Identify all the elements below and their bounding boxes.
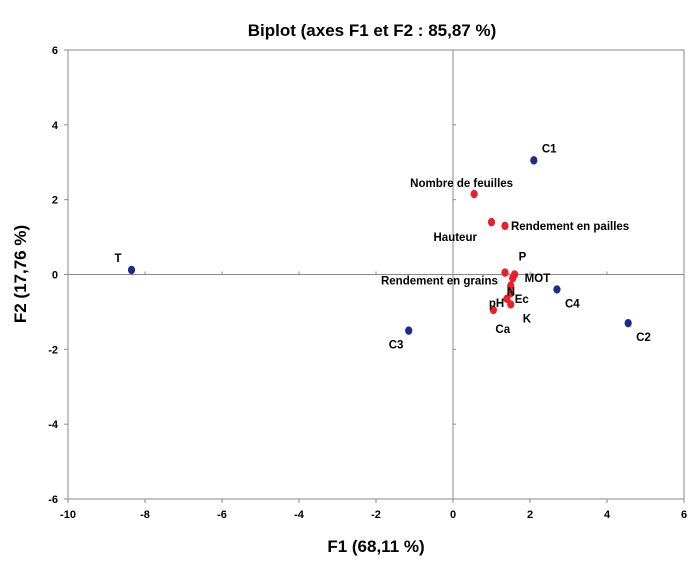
point-label: Hauteur (434, 232, 478, 244)
point-ec (507, 289, 515, 298)
point-c4 (553, 285, 561, 294)
y-tick-label: 0 (52, 270, 58, 282)
point-hauteur (487, 217, 496, 227)
point-mot (509, 274, 517, 283)
point-ca (489, 305, 498, 315)
point-label: MOT (525, 273, 551, 285)
x-tick-label: 4 (604, 509, 611, 521)
origin-lines (67, 49, 685, 500)
point-k (507, 300, 515, 309)
point-label: K (523, 313, 532, 325)
point-label: Rendement en grains (381, 276, 498, 288)
point-rendement-en-pailles (501, 221, 509, 231)
y-tick-label: 2 (52, 195, 58, 207)
point-label: C1 (542, 143, 557, 155)
point-rendement-en-grains (501, 268, 509, 277)
y-tick-label: 4 (52, 120, 59, 132)
x-axis-ticks: -10 -8 -6 -4 -2 0 2 4 6 (60, 499, 687, 521)
y-tick-label: -2 (48, 344, 58, 356)
point-label: Ca (495, 324, 510, 336)
x-tick-label: -6 (217, 509, 227, 521)
x-tick-label: -4 (294, 509, 305, 521)
point-label: C3 (389, 340, 404, 352)
data-points: C1 C2 C3 C4 T Nombre de feuilles Hauteur Rendem… (115, 143, 651, 351)
point-label: N (507, 287, 515, 299)
point-c3 (405, 326, 413, 335)
point-label: P (519, 252, 527, 264)
y-tick-label: -6 (48, 494, 58, 506)
point-label: T (115, 253, 122, 265)
x-tick-label: 2 (527, 509, 533, 521)
point-label: Ec (515, 294, 530, 306)
y-tick-label: 6 (52, 45, 58, 57)
y-tick-label: -4 (48, 419, 59, 431)
y-axis-ticks: -6 -4 -2 0 2 4 6 (48, 45, 68, 506)
x-tick-label: -10 (60, 509, 76, 521)
x-tick-label: -2 (371, 509, 381, 521)
point-c2 (624, 318, 632, 328)
point-ph (503, 294, 511, 304)
chart-title: Biplot (axes F1 et F2 : 85,87 %) (248, 21, 496, 40)
x-tick-label: 6 (681, 509, 687, 521)
point-label: C4 (565, 298, 580, 310)
point-label: Rendement en pailles (511, 221, 629, 233)
point-n (507, 281, 515, 290)
x-tick-label: -8 (140, 509, 150, 521)
point-t (127, 265, 136, 275)
point-label: C2 (636, 332, 651, 344)
y-axis-label: F2 (17,76 %) (11, 225, 30, 323)
point-label: pH (489, 298, 504, 310)
point-label: Nombre de feuilles (410, 178, 513, 190)
x-axis-label: F1 (68,11 %) (327, 537, 424, 556)
point-c1 (530, 156, 538, 165)
point-nombre-de-feuilles (470, 189, 478, 199)
x-tick-label: 0 (450, 509, 456, 521)
